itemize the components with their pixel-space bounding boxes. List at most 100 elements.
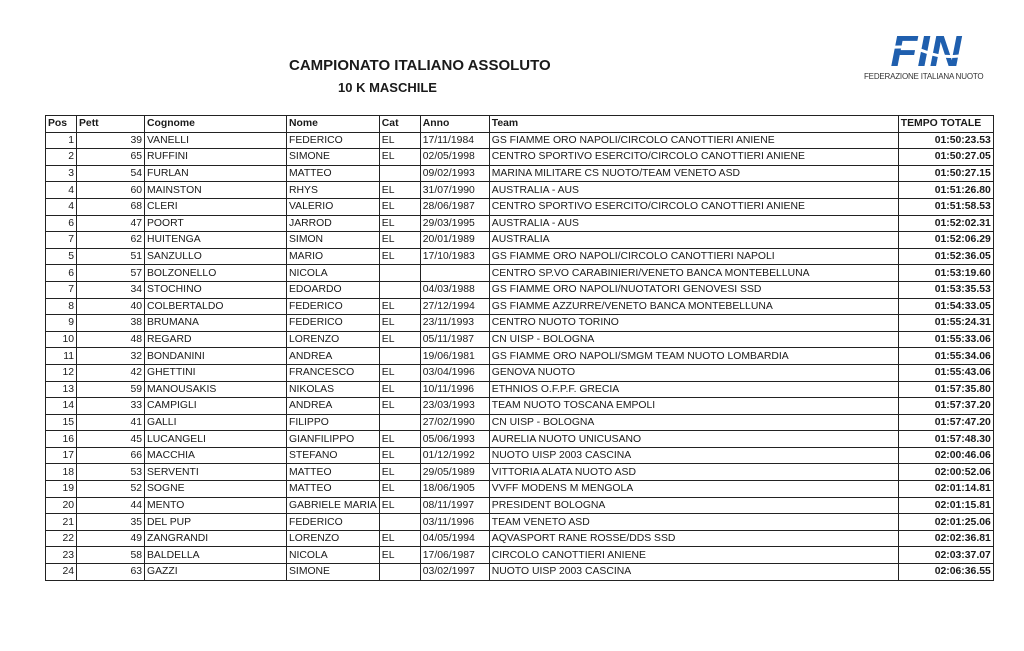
cell-cat bbox=[378, 347, 421, 365]
cell-nome: SIMONE bbox=[286, 148, 380, 166]
cell-cognome: GAZZI bbox=[144, 563, 287, 581]
cell-anno: 29/03/1995 bbox=[419, 214, 490, 233]
cell-cognome: MENTO bbox=[144, 496, 287, 515]
cell-tempo-totale: 01:51:26.80 bbox=[897, 181, 994, 199]
cell-tempo-totale: 01:55:24.31 bbox=[897, 314, 994, 332]
table-row: 22 49 ZANGRANDI LORENZO EL 04/05/1994 AQVASPOR… bbox=[45, 529, 994, 548]
cell-cognome: GALLI bbox=[144, 413, 287, 432]
cell-pett: 47 bbox=[76, 214, 145, 233]
cell-pos: 13 bbox=[45, 380, 77, 399]
cell-nome: LORENZO bbox=[286, 330, 380, 349]
cell-team: CENTRO SPORTIVO ESERCITO/CIRCOLO CANOTTI… bbox=[488, 148, 899, 166]
cell-anno bbox=[419, 264, 490, 282]
cell-anno: 20/01/1989 bbox=[419, 231, 490, 249]
table-row: 16 45 LUCANGELI GIANFILIPPO EL 05/06/1993 AURE… bbox=[45, 430, 994, 448]
cell-team: PRESIDENT BOLOGNA bbox=[488, 496, 899, 515]
cell-pos: 4 bbox=[45, 181, 77, 199]
cell-tempo-totale: 02:00:52.06 bbox=[897, 463, 994, 482]
cell-anno: 17/10/1983 bbox=[419, 247, 490, 266]
cell-cat: EL bbox=[378, 397, 421, 415]
cell-pos: 1 bbox=[45, 131, 77, 150]
table-row: 24 63 GAZZI SIMONE 03/02/1997 NUOTO UISP 2003… bbox=[45, 563, 994, 581]
cell-cognome: CAMPIGLI bbox=[144, 397, 287, 415]
cell-cat: EL bbox=[378, 430, 421, 448]
cell-team: VITTORIA ALATA NUOTO ASD bbox=[488, 463, 899, 482]
cell-pos: 18 bbox=[45, 463, 77, 482]
cell-pett: 68 bbox=[76, 197, 145, 216]
cell-nome: ANDREA bbox=[286, 347, 380, 365]
cell-pos: 16 bbox=[45, 430, 77, 448]
cell-team: GS FIAMME ORO NAPOLI/NUOTATORI GENOVESI … bbox=[488, 280, 899, 299]
cell-pos: 9 bbox=[45, 314, 77, 332]
cell-pett: 34 bbox=[76, 280, 145, 299]
cell-cognome: HUITENGA bbox=[144, 231, 287, 249]
cell-nome: FRANCESCO bbox=[286, 363, 380, 382]
cell-nome: MATTEO bbox=[286, 164, 380, 183]
cell-anno: 27/02/1990 bbox=[419, 413, 490, 432]
cell-anno: 29/05/1989 bbox=[419, 463, 490, 482]
fin-logo: FIN bbox=[869, 28, 985, 76]
cell-team: AUSTRALIA bbox=[488, 231, 899, 249]
cell-nome: GIANFILIPPO bbox=[286, 430, 380, 448]
cell-nome: MATTEO bbox=[286, 480, 380, 498]
cell-anno: 17/11/1984 bbox=[419, 131, 490, 150]
cell-pett: 65 bbox=[76, 148, 145, 166]
cell-pos: 22 bbox=[45, 529, 77, 548]
table-row: 18 53 SERVENTI MATTEO EL 29/05/1989 VITTORIA A… bbox=[45, 463, 994, 482]
cell-team: CN UISP - BOLOGNA bbox=[488, 330, 899, 349]
cell-cat bbox=[378, 164, 421, 183]
cell-pos: 6 bbox=[45, 214, 77, 233]
cell-pett: 63 bbox=[76, 563, 145, 581]
cell-cat: EL bbox=[378, 231, 421, 249]
cell-tempo-totale: 02:02:36.81 bbox=[897, 529, 994, 548]
cell-anno: 18/06/1905 bbox=[419, 480, 490, 498]
cell-tempo-totale: 01:54:33.05 bbox=[897, 297, 994, 316]
cell-team: MARINA MILITARE CS NUOTO/TEAM VENETO ASD bbox=[488, 164, 899, 183]
cell-cognome: DEL PUP bbox=[144, 513, 287, 531]
table-row: 1 39 VANELLI FEDERICO EL 17/11/1984 GS FIAMME … bbox=[45, 131, 994, 150]
cell-pos: 14 bbox=[45, 397, 77, 415]
cell-pett: 40 bbox=[76, 297, 145, 316]
cell-tempo-totale: 01:52:36.05 bbox=[897, 247, 994, 266]
table-row: 23 58 BALDELLA NICOLA EL 17/06/1987 CIRCOLO CA… bbox=[45, 546, 994, 565]
cell-nome: VALERIO bbox=[286, 197, 380, 216]
cell-cat: EL bbox=[378, 131, 421, 150]
table-row: 4 60 MAINSTON RHYS EL 31/07/1990 AUSTRALIA - A… bbox=[45, 181, 994, 199]
cell-nome: NICOLA bbox=[286, 546, 380, 565]
table-row: 3 54 FURLAN MATTEO 09/02/1993 MARINA MILITARE… bbox=[45, 164, 994, 183]
cell-cat: EL bbox=[378, 197, 421, 216]
cell-nome: STEFANO bbox=[286, 446, 380, 465]
cell-pett: 52 bbox=[76, 480, 145, 498]
cell-cognome: COLBERTALDO bbox=[144, 297, 287, 316]
cell-anno: 08/11/1997 bbox=[419, 496, 490, 515]
cell-pett: 38 bbox=[76, 314, 145, 332]
cell-cat: EL bbox=[378, 363, 421, 382]
cell-cat: EL bbox=[378, 463, 421, 482]
cell-cat: EL bbox=[378, 480, 421, 498]
results-table: Pos Pett Cognome Nome Cat Anno Team TEMPO TOTAL… bbox=[45, 115, 994, 581]
cell-team: CENTRO SP.VO CARABINIERI/VENETO BANCA MO… bbox=[488, 264, 899, 282]
cell-cognome: POORT bbox=[144, 214, 287, 233]
table-row: 21 35 DEL PUP FEDERICO 03/11/1996 TEAM VENETO… bbox=[45, 513, 994, 531]
cell-cat bbox=[378, 264, 421, 282]
cell-nome: FILIPPO bbox=[286, 413, 380, 432]
cell-cat: EL bbox=[378, 546, 421, 565]
cell-tempo-totale: 02:01:15.81 bbox=[897, 496, 994, 515]
cell-tempo-totale: 02:01:25.06 bbox=[897, 513, 994, 531]
column-header-nome: Nome bbox=[286, 115, 380, 133]
table-row: 7 62 HUITENGA SIMON EL 20/01/1989 AUSTRALIA 01:… bbox=[45, 231, 994, 249]
column-header-tempo-totale: TEMPO TOTALE bbox=[897, 115, 994, 133]
cell-tempo-totale: 01:55:33.06 bbox=[897, 330, 994, 349]
column-header-pett: Pett bbox=[76, 115, 145, 133]
column-header-anno: Anno bbox=[419, 115, 490, 133]
cell-pos: 11 bbox=[45, 347, 77, 365]
cell-team: GENOVA NUOTO bbox=[488, 363, 899, 382]
cell-cat bbox=[378, 513, 421, 531]
cell-tempo-totale: 01:57:47.20 bbox=[897, 413, 994, 432]
cell-cognome: VANELLI bbox=[144, 131, 287, 150]
cell-team: AQVASPORT RANE ROSSE/DDS SSD bbox=[488, 529, 899, 548]
cell-cat bbox=[378, 280, 421, 299]
table-row: 11 32 BONDANINI ANDREA 19/06/1981 GS FIAMME O… bbox=[45, 347, 994, 365]
cell-anno: 03/11/1996 bbox=[419, 513, 490, 531]
cell-pos: 7 bbox=[45, 280, 77, 299]
